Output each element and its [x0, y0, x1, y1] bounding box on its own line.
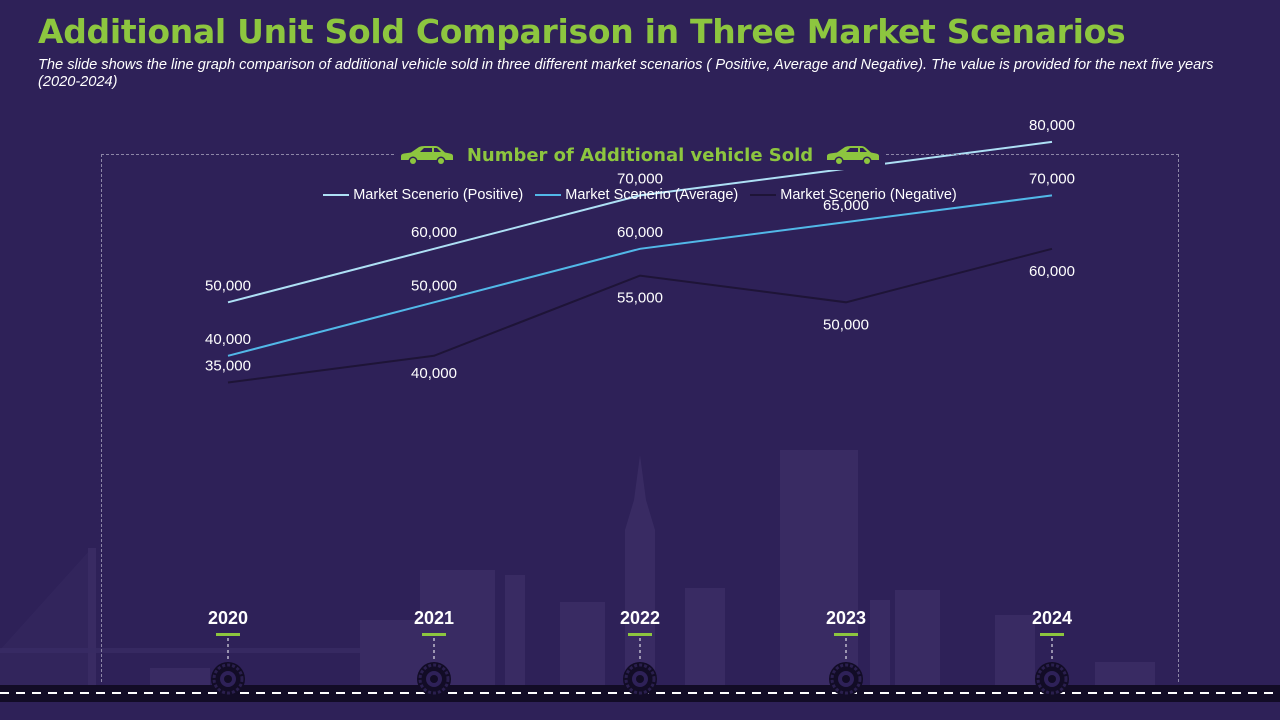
data-label-negative: 50,000 [823, 316, 869, 333]
data-label-negative: 40,000 [411, 365, 457, 382]
chart-title: Number of Additional vehicle Sold [466, 144, 814, 166]
series-line-average [227, 194, 1053, 357]
legend-item-negative: Market Scenerio (Negative) [750, 187, 957, 203]
year-marker [216, 633, 240, 636]
legend-swatch-average [535, 194, 562, 196]
slide-title: Additional Unit Sold Comparison in Three… [38, 12, 1126, 51]
legend-item-average: Market Scenerio (Average) [535, 187, 738, 203]
data-label-negative: 35,000 [205, 358, 251, 375]
legend-label-average: Market Scenerio (Average) [565, 187, 739, 203]
data-label-average: 50,000 [411, 277, 457, 294]
legend-swatch-positive [323, 194, 350, 196]
tire-icon [211, 662, 245, 696]
chart-legend: Market Scenerio (Positive) Market Scener… [0, 187, 1280, 203]
data-label-positive: 80,000 [1029, 117, 1075, 134]
car-icon [827, 146, 880, 166]
data-label-average: 70,000 [1029, 170, 1075, 187]
legend-swatch-negative [750, 194, 777, 196]
legend-item-positive: Market Scenerio (Positive) [323, 187, 523, 203]
legend-label-negative: Market Scenerio (Negative) [780, 187, 957, 203]
road-shoulder [0, 702, 1280, 720]
data-label-positive: 50,000 [205, 277, 251, 294]
x-tick-label: 2021 [414, 608, 454, 628]
slide-subtitle: The slide shows the line graph compariso… [38, 57, 1214, 90]
chart-frame [101, 154, 1179, 682]
tire-icon [829, 662, 863, 696]
year-marker [628, 633, 652, 636]
year-marker [834, 633, 858, 636]
car-icon [400, 146, 453, 166]
tire-icon [1035, 662, 1069, 696]
series-line-positive [227, 140, 1053, 304]
data-label-negative: 60,000 [1029, 263, 1075, 280]
x-tick-label: 2024 [1032, 608, 1072, 628]
data-label-average: 60,000 [617, 224, 663, 241]
data-label-average: 65,000 [823, 197, 869, 214]
series-line-negative [227, 247, 1053, 384]
x-tick-label: 2023 [826, 608, 866, 628]
data-label-positive: 60,000 [411, 224, 457, 241]
x-tick-label: 2020 [208, 608, 248, 628]
year-axis: 2020 2021 2022 2023 2024 [208, 608, 1072, 696]
chart-heading: Number of Additional vehicle Sold [395, 140, 885, 170]
data-label-average: 40,000 [205, 331, 251, 348]
year-marker [422, 633, 446, 636]
skyline-backdrop [0, 450, 1155, 690]
year-marker [1040, 633, 1064, 636]
legend-label-positive: Market Scenerio (Positive) [353, 187, 524, 203]
x-tick-label: 2022 [620, 608, 660, 628]
data-label-positive: 70,000 [617, 170, 663, 187]
data-label-negative: 55,000 [617, 290, 663, 307]
tire-icon [417, 662, 451, 696]
tire-icon [623, 662, 657, 696]
